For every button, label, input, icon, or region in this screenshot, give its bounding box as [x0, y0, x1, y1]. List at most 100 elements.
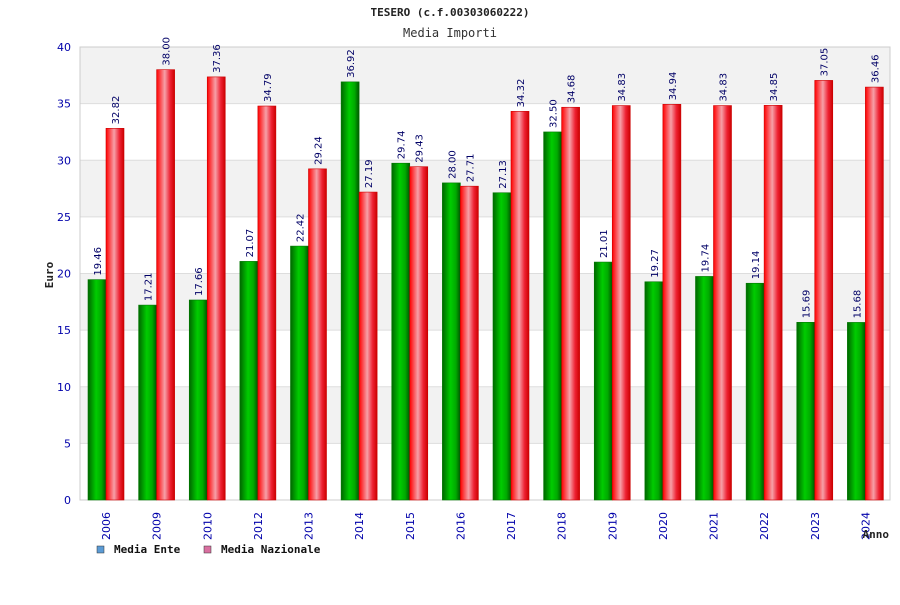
value-label: 15.69 [802, 290, 813, 319]
bar-media-ente-2009 [138, 304, 157, 501]
bar-media-nazionale-2020 [662, 104, 682, 501]
legend: Media Ente Media Nazionale [96, 543, 321, 556]
bar-media-ente-2014 [340, 81, 360, 501]
bar-media-ente-2023 [796, 322, 816, 501]
bar-media-nazionale-2017 [510, 111, 530, 501]
value-label: 19.27 [650, 249, 661, 278]
bar-media-nazionale-2019 [611, 105, 631, 501]
value-label: 15.68 [852, 290, 863, 319]
bar-media-nazionale-2014 [358, 191, 378, 501]
x-tick-label: 2015 [404, 512, 417, 540]
bar-media-ente-2017 [492, 192, 512, 501]
y-tick-label: 35 [57, 98, 71, 111]
value-label: 27.19 [364, 159, 375, 188]
y-tick-label: 10 [57, 381, 71, 394]
bar-media-ente-2012 [239, 261, 259, 501]
bar-media-nazionale-2006 [105, 128, 125, 501]
value-label: 21.07 [245, 229, 256, 258]
x-tick-label: 2013 [303, 512, 316, 540]
y-tick-label: 0 [64, 494, 71, 507]
x-tick-label: 2009 [151, 512, 164, 540]
value-label: 19.74 [701, 244, 712, 273]
bar-media-nazionale-2021 [713, 105, 732, 501]
bar-media-nazionale-2010 [206, 76, 226, 501]
bar-media-ente-2021 [695, 276, 714, 501]
bar-media-nazionale-2018 [561, 106, 580, 501]
value-labels-group: 19.46 32.82 17.21 38.00 17.66 37.36 21.07 34.79… [93, 37, 881, 318]
value-label: 34.85 [769, 73, 780, 102]
legend-label-media-ente: Media Ente [114, 543, 181, 556]
x-tick-label: 2019 [606, 512, 619, 540]
x-tick-label: 2023 [809, 512, 822, 540]
bar-media-nazionale-2022 [763, 105, 783, 501]
x-tick-label: 2014 [353, 512, 366, 540]
x-tick-label: 2017 [505, 512, 518, 540]
bar-media-nazionale-2016 [460, 185, 479, 501]
value-label: 32.50 [549, 99, 560, 128]
chart-subtitle: Media Importi [403, 26, 497, 40]
value-label: 34.79 [263, 73, 274, 102]
value-label: 27.13 [498, 160, 509, 189]
bar-media-ente-2018 [543, 131, 562, 501]
value-label: 34.83 [617, 73, 628, 102]
bar-media-nazionale-2023 [814, 80, 834, 501]
legend-label-media-nazionale: Media Nazionale [221, 543, 321, 556]
bar-media-ente-2022 [745, 282, 765, 501]
y-tick-label: 40 [57, 41, 71, 54]
value-label: 17.66 [194, 267, 205, 296]
value-label: 34.68 [567, 75, 578, 104]
x-tick-label: 2024 [859, 512, 872, 540]
y-tick-label: 15 [57, 324, 71, 337]
value-label: 32.82 [111, 96, 122, 125]
bar-media-nazionale-2009 [156, 69, 175, 501]
bar-media-ente-2015 [391, 162, 411, 501]
bar-media-ente-2020 [644, 281, 664, 501]
bar-media-ente-2016 [442, 182, 461, 501]
x-tick-label: 2022 [758, 512, 771, 540]
x-axis-title: Anno [863, 528, 890, 541]
value-label: 37.36 [212, 44, 223, 73]
bar-media-ente-2010 [188, 299, 208, 501]
x-tick-label: 2021 [708, 512, 721, 540]
value-label: 17.21 [144, 272, 155, 301]
value-label: 29.74 [397, 131, 408, 160]
value-label: 28.00 [447, 150, 458, 179]
value-label: 22.42 [296, 213, 307, 242]
bars-group [87, 69, 884, 501]
x-tick-label: 2010 [201, 512, 214, 540]
x-tick-label: 2016 [454, 512, 467, 540]
chart-title: TESERO (c.f.00303060222) [371, 6, 530, 19]
bar-media-ente-2006 [87, 279, 107, 501]
bar-media-nazionale-2015 [409, 166, 429, 501]
value-label: 29.24 [314, 136, 325, 165]
bar-media-ente-2024 [847, 322, 866, 501]
value-label: 29.43 [415, 134, 426, 163]
value-label: 27.71 [465, 154, 476, 183]
x-tick-label: 2020 [657, 512, 670, 540]
value-label: 19.46 [93, 247, 104, 276]
bar-media-nazionale-2024 [865, 86, 884, 501]
value-label: 36.46 [870, 54, 881, 83]
bar-media-nazionale-2013 [308, 168, 327, 501]
x-tick-label: 2018 [556, 512, 569, 540]
y-tick-label: 25 [57, 211, 71, 224]
bar-media-ente-2019 [593, 261, 613, 501]
x-axis: 2006 2009 2010 2012 2013 2014 2015 2016 2017 2018… [100, 512, 872, 540]
legend-swatch-media-nazionale [203, 545, 212, 554]
y-tick-label: 20 [57, 268, 71, 281]
bar-media-nazionale-2012 [257, 105, 277, 501]
value-label: 37.05 [820, 48, 831, 77]
value-label: 36.92 [346, 49, 357, 78]
value-label: 34.83 [719, 73, 730, 102]
x-tick-label: 2012 [252, 512, 265, 540]
value-label: 34.94 [668, 72, 679, 101]
x-tick-label: 2006 [100, 512, 113, 540]
plot-border [79, 46, 891, 501]
y-tick-label: 5 [64, 437, 71, 450]
y-axis: 0 5 10 15 20 25 30 35 40 [57, 41, 71, 507]
value-label: 38.00 [162, 37, 173, 66]
legend-swatch-media-ente [96, 545, 105, 554]
bar-media-ente-2013 [290, 245, 309, 501]
